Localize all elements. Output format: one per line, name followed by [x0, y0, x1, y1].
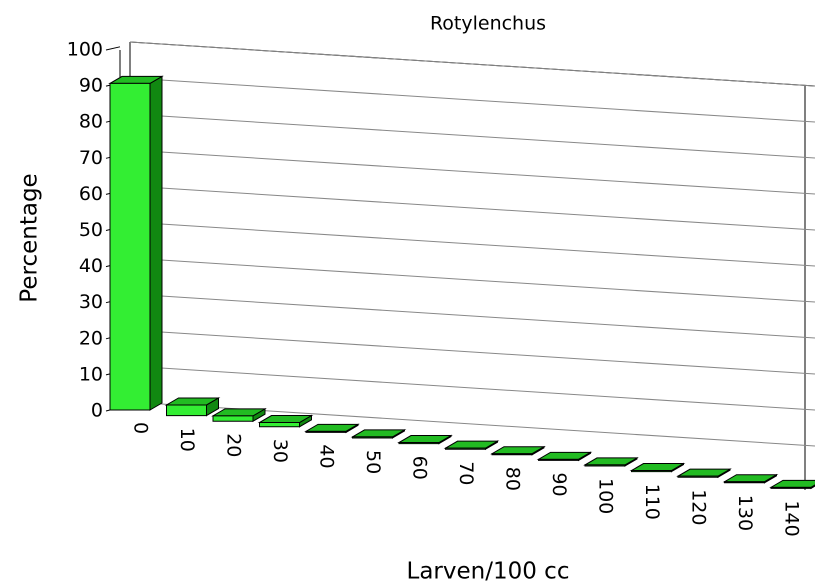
y-axis-label: Percentage: [17, 173, 43, 302]
bar: [676, 468, 732, 479]
bar-front: [259, 422, 300, 428]
bar: [490, 445, 546, 456]
bar: [536, 451, 593, 462]
bar-side: [149, 75, 163, 411]
bar: [257, 414, 314, 428]
x-tick-label: 100: [595, 478, 617, 514]
grid-line: [129, 329, 815, 375]
x-tick-label: 50: [362, 450, 384, 474]
y-tick-label: 10: [79, 363, 103, 385]
bar-top: [769, 479, 815, 488]
y-tick-label: 50: [79, 219, 103, 241]
bar-front: [770, 486, 812, 489]
x-tick-label: 10: [176, 428, 198, 452]
x-tick-label: 90: [548, 472, 570, 496]
bar-front: [352, 436, 393, 439]
grid-line: [129, 149, 815, 195]
x-tick-label: 30: [269, 439, 291, 463]
x-axis-label: Larven/100 cc: [407, 559, 570, 585]
bar-front: [677, 475, 719, 478]
bar-front: [491, 453, 533, 456]
bar-front: [631, 470, 672, 473]
y-tick-label: 60: [79, 183, 103, 205]
x-tick-label: 120: [688, 489, 710, 525]
bar: [722, 473, 779, 484]
bar: [304, 423, 360, 434]
y-tick-label: 40: [79, 255, 103, 277]
bar: [443, 440, 500, 451]
x-tick-label: 130: [734, 495, 756, 531]
y-tick-label: 90: [79, 75, 103, 97]
grid-line: [129, 185, 815, 231]
bar-front: [724, 481, 765, 484]
grid-line: [129, 41, 815, 87]
bar-front: [584, 464, 626, 467]
y-tick-label: 30: [79, 291, 103, 313]
y-tick-label: 20: [79, 327, 103, 349]
bar-front: [538, 458, 579, 461]
y-tick: [105, 46, 121, 51]
bar: [769, 479, 815, 490]
x-tick-label: 0: [130, 422, 152, 434]
bar: [350, 429, 407, 439]
grid-line: [129, 113, 815, 159]
x-tick-label: 80: [502, 467, 524, 491]
y-tick-label: 70: [79, 147, 103, 169]
chart-title: Rotylenchus: [430, 13, 546, 35]
x-tick-label: 140: [781, 500, 803, 536]
bar-front: [398, 442, 440, 445]
y-tick-label: 100: [67, 39, 103, 61]
grid-line: [129, 293, 815, 339]
bar: [211, 408, 267, 423]
x-tick-label: 40: [316, 444, 338, 468]
bar-front: [212, 415, 254, 422]
x-tick-label: 70: [455, 461, 477, 485]
bar: [629, 462, 686, 473]
y-tick-label: 0: [91, 400, 103, 422]
bar-front: [305, 430, 347, 433]
grid-line: [129, 221, 815, 267]
grid-line: [129, 365, 815, 411]
bar-front: [166, 404, 207, 417]
grid-line: [129, 257, 815, 303]
bar-front: [445, 447, 486, 450]
bar: [397, 434, 453, 445]
grid-line: [129, 77, 815, 123]
y-tick-label: 80: [79, 111, 103, 133]
x-tick-label: 60: [409, 456, 431, 480]
bar: [164, 397, 221, 417]
x-tick-label: 20: [223, 433, 245, 457]
x-tick-label: 110: [641, 484, 663, 520]
bar: [108, 75, 164, 411]
bar: [583, 457, 639, 467]
bar-front: [109, 82, 151, 411]
